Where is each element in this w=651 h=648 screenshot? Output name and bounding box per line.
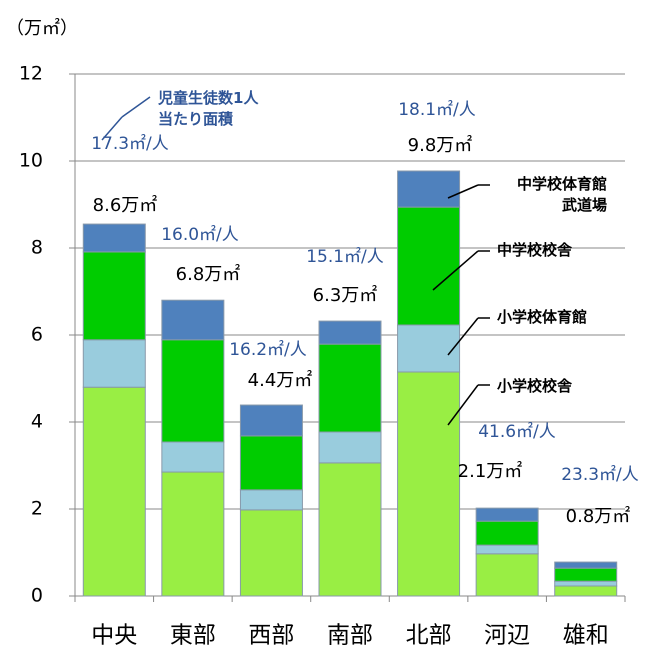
per-student-label: 18.1㎡/人: [398, 100, 476, 120]
bar-segment: [161, 339, 225, 443]
legend-line: [447, 317, 479, 356]
total-label: 4.4万㎡: [248, 369, 313, 391]
x-tick-label: 南部: [327, 623, 373, 648]
legend-label: 小学校校舎: [497, 377, 573, 395]
legend-label: 小学校体育館: [497, 308, 588, 326]
bar-segment: [318, 343, 382, 433]
x-tick-label: 中央: [91, 623, 137, 648]
bar-segment: [82, 339, 146, 388]
bar-segment: [554, 567, 618, 582]
per-student-label: 16.2㎡/人: [229, 340, 307, 360]
bar-segment: [397, 324, 461, 373]
y-tick-label: 6: [31, 324, 43, 346]
legend-label: 中学校校舎: [497, 241, 573, 259]
bar-segment: [475, 544, 539, 555]
y-tick-label: 2: [31, 498, 43, 520]
bar-segment: [239, 489, 303, 511]
bar-segment: [554, 561, 618, 569]
note-line: [121, 96, 151, 118]
bar-segment: [475, 520, 539, 546]
bar-segment: [82, 386, 146, 597]
bar-segment: [554, 580, 618, 587]
x-tick-label: 雄和: [563, 623, 609, 648]
y-tick-label: 10: [19, 150, 43, 172]
total-label: 8.6万㎡: [93, 194, 158, 216]
per-student-label: 23.3㎡/人: [561, 465, 639, 485]
x-tick-label: 北部: [406, 623, 452, 648]
per-student-label: 15.1㎡/人: [306, 247, 384, 267]
per-student-label: 41.6㎡/人: [478, 422, 556, 442]
y-tick-label: 12: [19, 63, 43, 85]
y-tick-label: 0: [31, 585, 43, 607]
bar-segment: [318, 320, 382, 345]
legend-line: [447, 184, 479, 199]
bar-segment: [239, 435, 303, 491]
note-line: [101, 116, 123, 141]
bar-segment: [82, 223, 146, 253]
bar-segment: [475, 507, 539, 522]
bar-segment: [161, 299, 225, 341]
bar-segment: [318, 462, 382, 597]
y-tick-label: 8: [31, 237, 43, 259]
total-label: 0.8万㎡: [566, 505, 631, 527]
total-label: 6.3万㎡: [313, 284, 378, 306]
y-unit-label: （万㎡）: [6, 18, 78, 39]
bar-segment: [554, 585, 618, 597]
per-student-label: 17.3㎡/人: [91, 134, 169, 154]
bar-segment: [397, 371, 461, 597]
x-tick-label: 東部: [170, 623, 216, 648]
bar-segment: [239, 404, 303, 437]
bar-segment: [161, 441, 225, 473]
bar-segment: [397, 170, 461, 208]
bar-segment: [475, 553, 539, 597]
bar-segment: [318, 431, 382, 464]
x-tick-label: 西部: [248, 623, 294, 648]
total-label: 6.8万㎡: [176, 263, 241, 285]
total-label: 9.8万㎡: [408, 134, 473, 156]
legend-line: [447, 384, 479, 426]
bar-segment: [239, 509, 303, 597]
legend-line: [432, 250, 479, 291]
total-label: 2.1万㎡: [458, 460, 523, 482]
bar-segment: [397, 206, 461, 326]
bar-segment: [82, 251, 146, 341]
y-tick-label: 4: [31, 411, 43, 433]
note: 児童生徒数1人 当たり面積: [158, 89, 259, 128]
legend-label: 中学校体育館 武道場: [516, 175, 607, 214]
x-tick-label: 河辺: [484, 623, 530, 648]
bar-segment: [161, 471, 225, 597]
per-student-label: 16.0㎡/人: [161, 225, 239, 245]
